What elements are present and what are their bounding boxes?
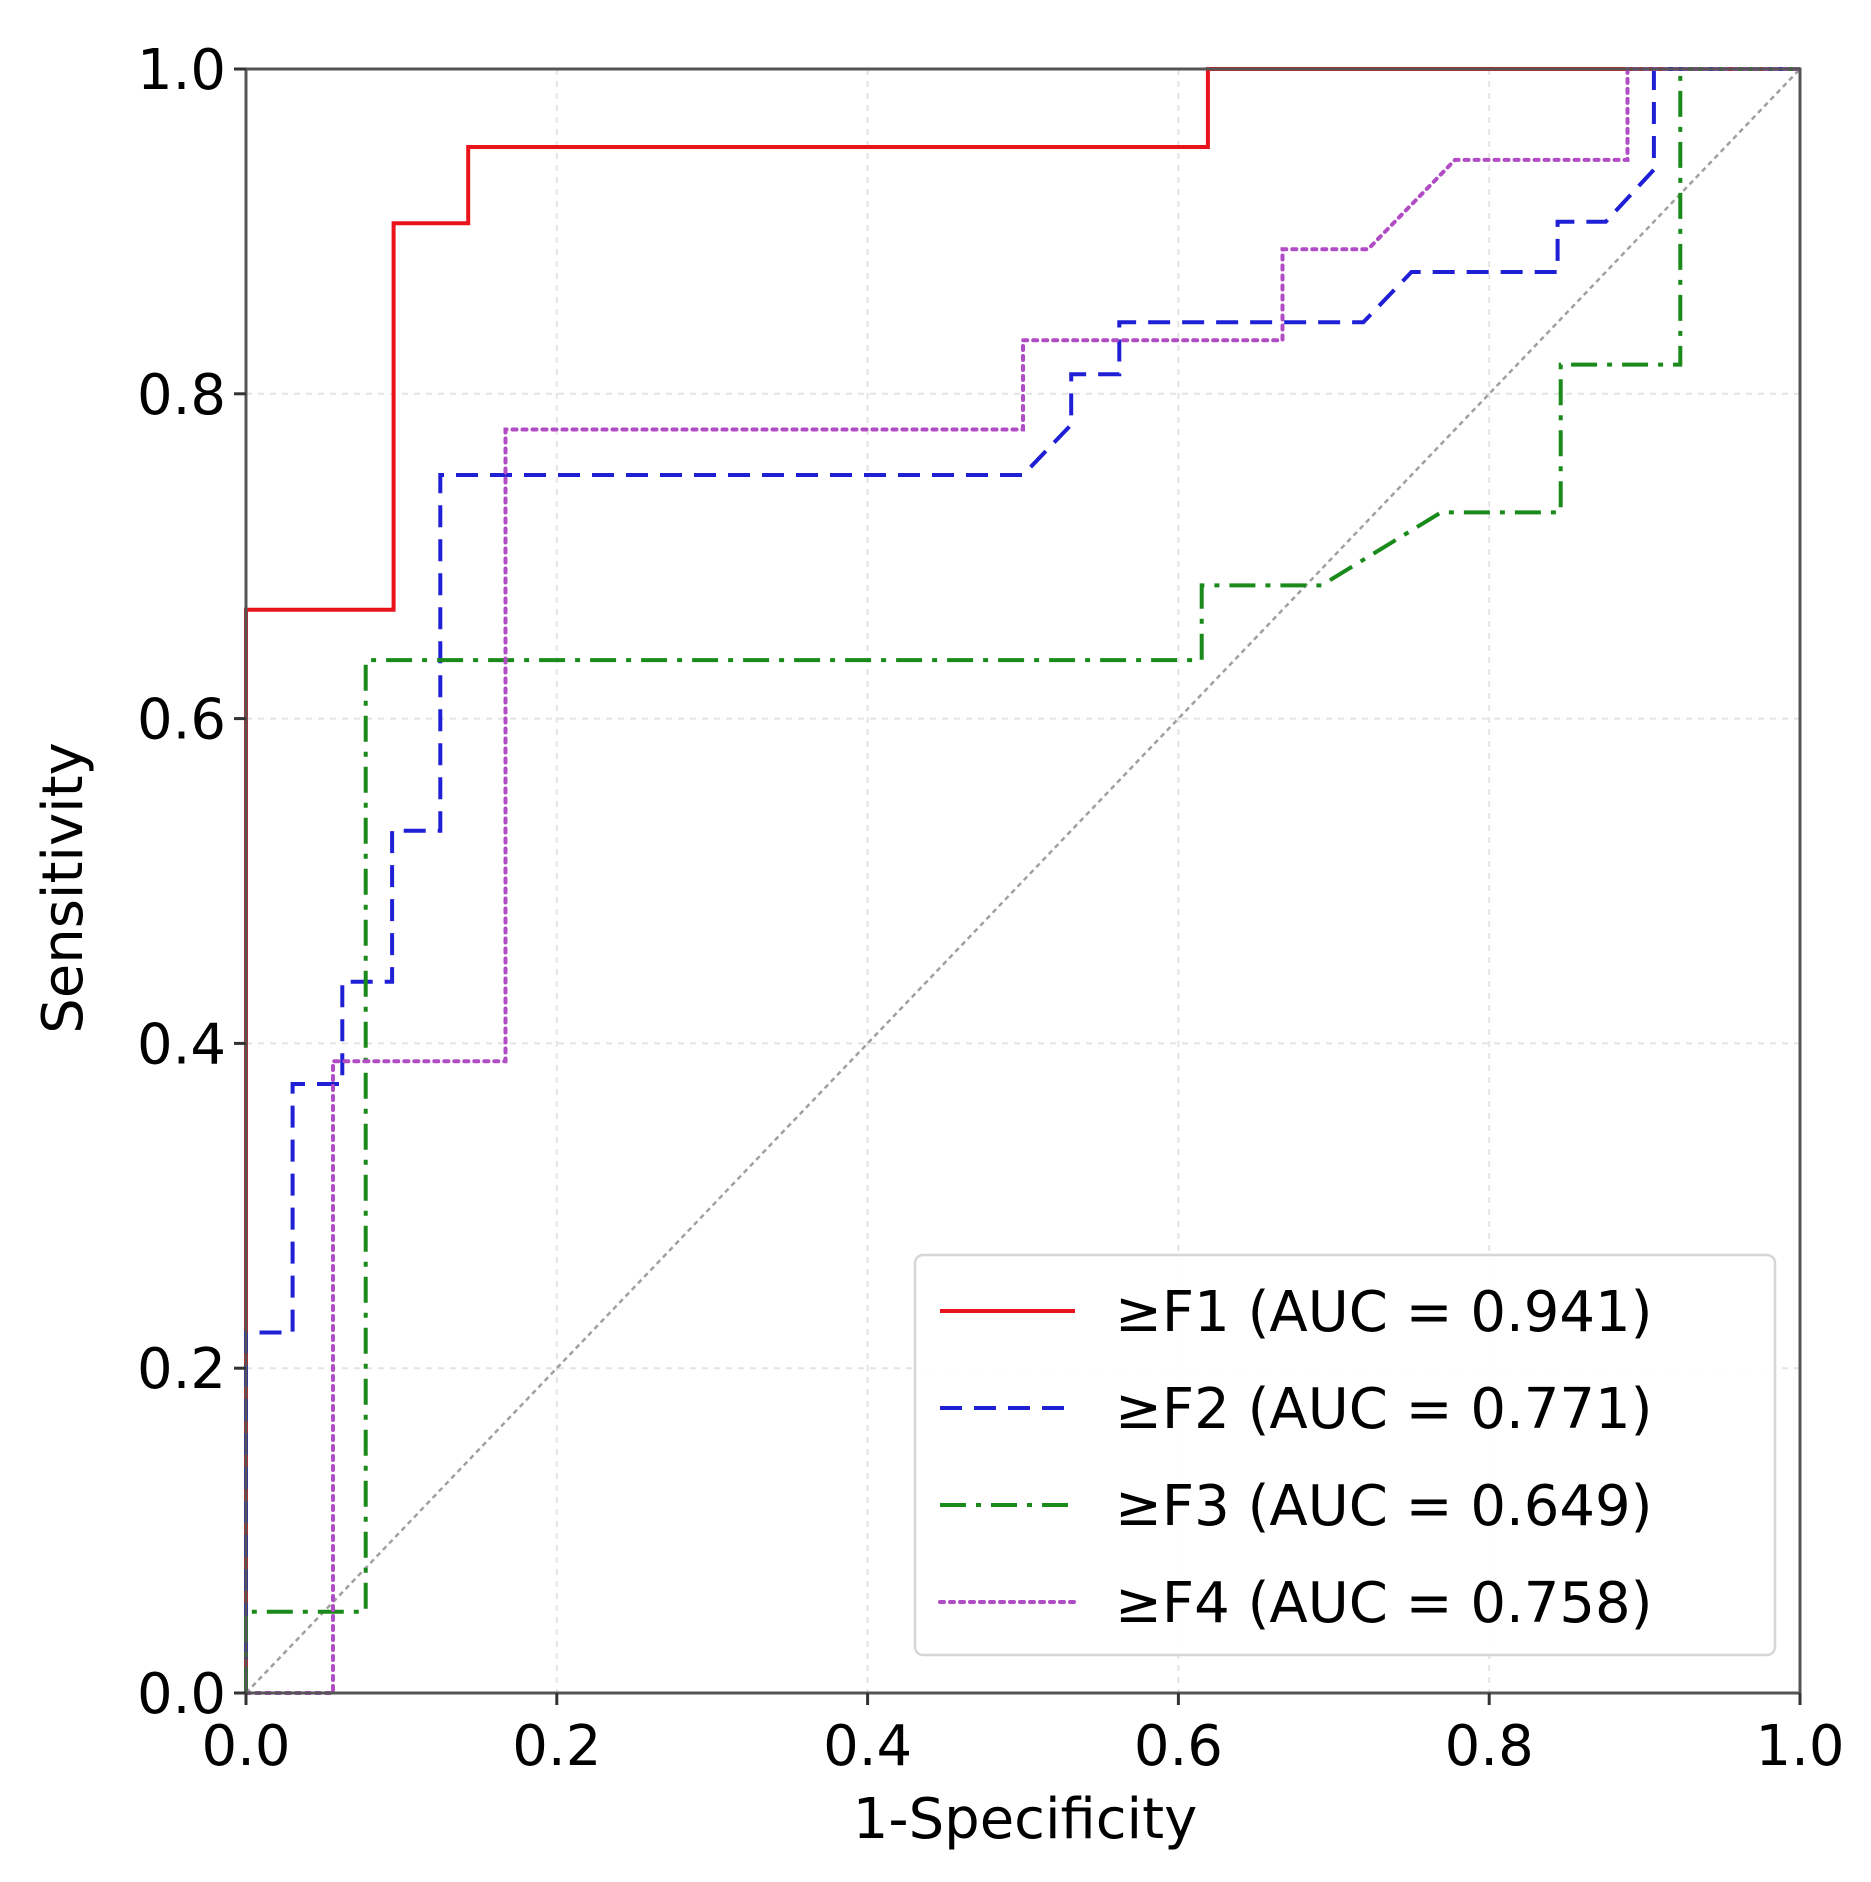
x-tick-label: 0.8 — [1445, 1714, 1534, 1779]
reference-line — [245, 68, 1801, 1694]
series-group — [244, 67, 1802, 1695]
legend-box — [913, 1253, 1777, 1657]
x-tick-label: 0.2 — [512, 1714, 601, 1779]
x-tick-label: 0.4 — [823, 1714, 912, 1779]
y-tick-label: 0.6 — [137, 688, 226, 753]
y-tick-label: 0.0 — [137, 1662, 226, 1727]
axes-frame — [244, 67, 1802, 1695]
y-tick-label: 0.4 — [137, 1012, 226, 1077]
legend-label-f1: ≥F1 (AUC = 0.941) — [1115, 1280, 1653, 1345]
y-tick-label: 0.2 — [137, 1337, 226, 1402]
x-tick-label: 1.0 — [1755, 1714, 1844, 1779]
axes-border — [244, 67, 1802, 1695]
y-tick-label: 0.8 — [137, 363, 226, 428]
x-axis-ticks: 0.0 0.2 0.4 0.6 0.8 1.0 — [201, 1693, 1845, 1779]
x-tick-label: 0.6 — [1134, 1714, 1223, 1779]
y-axis-ticks: 0.0 0.2 0.4 0.6 0.8 1.0 — [137, 38, 246, 1727]
reference-diagonal — [245, 68, 1801, 1694]
y-tick-label: 1.0 — [137, 38, 226, 103]
legend-label-f2: ≥F2 (AUC = 0.771) — [1115, 1377, 1653, 1442]
series-line-f3 — [244, 67, 1800, 1693]
x-axis-title: 1-Specificity — [853, 1787, 1197, 1852]
x-tick-label: 0.0 — [201, 1714, 290, 1779]
series-line-f1 — [244, 67, 1800, 1693]
series-line-f4 — [244, 67, 1802, 1695]
y-axis-title: Sensitivity — [31, 742, 96, 1034]
legend-label-f4: ≥F4 (AUC = 0.758) — [1115, 1571, 1653, 1636]
legend: ≥F1 (AUC = 0.941) ≥F2 (AUC = 0.771) ≥F3 (A… — [913, 1253, 1777, 1657]
series-line-f2 — [244, 67, 1800, 1693]
legend-label-f3: ≥F3 (AUC = 0.649) — [1115, 1474, 1653, 1539]
